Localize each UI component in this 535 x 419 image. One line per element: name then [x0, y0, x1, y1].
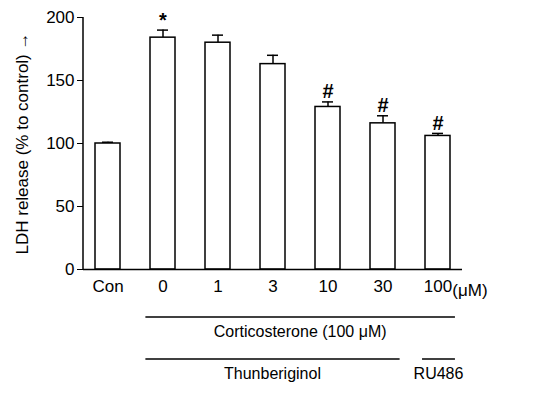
svg-text:50: 50: [56, 197, 75, 216]
svg-text:0: 0: [65, 260, 74, 279]
svg-text:30: 30: [374, 277, 393, 296]
svg-text:RU486: RU486: [414, 365, 464, 382]
svg-text:LDH release (% to control) →: LDH release (% to control) →: [13, 32, 32, 254]
svg-text:1: 1: [213, 277, 222, 296]
svg-text:(μM): (μM): [452, 281, 487, 300]
svg-text:0: 0: [158, 277, 167, 296]
svg-text:100: 100: [46, 134, 74, 153]
svg-text:150: 150: [46, 71, 74, 90]
svg-text:Corticosterone (100 μM): Corticosterone (100 μM): [214, 323, 387, 340]
svg-text:#: #: [322, 80, 333, 102]
svg-text:Con: Con: [92, 277, 123, 296]
svg-text:#: #: [432, 112, 443, 134]
svg-text:10: 10: [319, 277, 338, 296]
svg-text:Thunberiginol: Thunberiginol: [224, 365, 321, 382]
svg-text:200: 200: [46, 8, 74, 27]
svg-text:*: *: [159, 9, 167, 31]
svg-text:100: 100: [424, 277, 452, 296]
svg-text:#: #: [377, 94, 388, 116]
svg-text:3: 3: [268, 277, 277, 296]
